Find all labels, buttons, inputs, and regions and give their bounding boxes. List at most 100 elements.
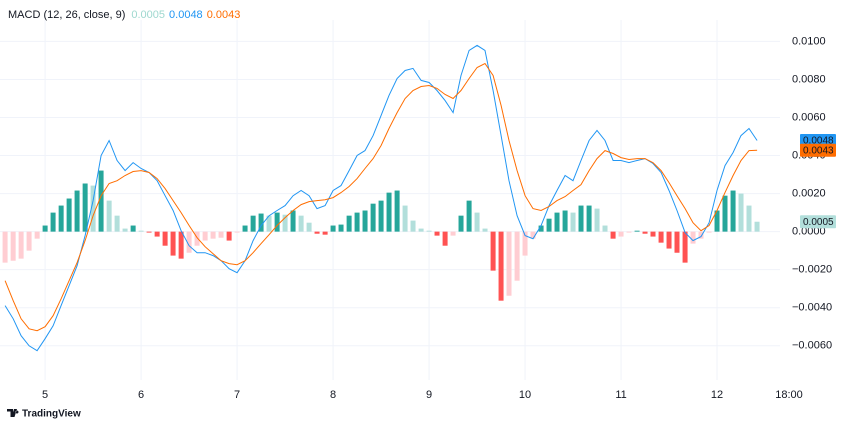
y-tick-label: 0.0020	[792, 187, 826, 199]
histogram-bar	[426, 230, 432, 232]
histogram-bar	[706, 231, 712, 233]
x-tick-label: 11	[615, 389, 626, 401]
histogram-bar	[538, 225, 544, 232]
histogram-bar	[698, 231, 704, 239]
histogram-bar	[482, 228, 488, 232]
histogram-bar	[546, 218, 552, 232]
x-tick-label: 7	[234, 389, 240, 401]
histogram-bar	[754, 221, 760, 232]
histogram-bar	[690, 231, 696, 244]
logo: TradingView	[7, 409, 81, 420]
histogram-bar	[570, 212, 576, 232]
histogram-bar	[586, 205, 592, 232]
histogram-bar	[434, 231, 440, 236]
histogram-bar	[298, 215, 304, 232]
histogram-bar	[178, 231, 184, 259]
histogram-bar	[34, 231, 40, 239]
histogram-bar	[730, 190, 736, 232]
histogram-value: 0.0005	[131, 9, 165, 21]
histogram-bar	[2, 231, 8, 263]
histogram-bar	[490, 231, 496, 271]
y-tick-label: −0.0060	[792, 340, 832, 352]
histogram-bar	[154, 231, 160, 237]
histogram-bar	[306, 222, 312, 232]
x-tick-label: 12	[711, 389, 723, 401]
histogram-bar	[418, 228, 424, 232]
histogram-bar	[186, 231, 192, 253]
indicator-line	[4, 62, 758, 332]
histogram-bar	[98, 170, 104, 232]
histogram-bar	[266, 215, 272, 232]
histogram-bar	[322, 231, 328, 235]
histogram-bar	[218, 231, 224, 238]
x-tick-label: 18:00	[775, 389, 803, 401]
y-tick-label: 0.0080	[792, 73, 826, 85]
histogram-bar	[554, 212, 560, 232]
histogram-bar	[274, 212, 280, 232]
x-tick-label: 6	[138, 389, 144, 401]
histogram-bar	[90, 185, 96, 232]
signal-value: 0.0043	[207, 9, 241, 21]
histogram-bar	[82, 183, 88, 232]
histogram-bar	[250, 215, 256, 232]
histogram-bar	[42, 225, 48, 232]
histogram-bar	[626, 231, 632, 233]
histogram-bar	[738, 193, 744, 232]
histogram-bar	[314, 231, 320, 234]
indicator-line	[4, 44, 758, 352]
brand: TradingView	[22, 409, 81, 420]
x-tick-label: 10	[519, 389, 531, 401]
histogram-bar	[714, 210, 720, 232]
histogram-bar	[442, 231, 448, 246]
histogram-bar	[50, 212, 56, 232]
histogram-bar	[226, 231, 232, 241]
histogram-bar	[514, 231, 520, 281]
histogram-bar	[530, 231, 536, 239]
histogram-bar	[210, 231, 216, 239]
histogram-bar	[658, 231, 664, 243]
histogram-bar	[338, 224, 344, 232]
histogram-bar	[26, 231, 32, 251]
y-tick-label: 0.0100	[792, 35, 826, 47]
histogram-bar	[618, 231, 624, 237]
histogram-bar	[202, 231, 208, 241]
x-tick-label: 5	[42, 389, 48, 401]
histogram-bar	[362, 210, 368, 232]
histogram-bar	[634, 230, 640, 232]
histogram-bar	[122, 228, 128, 232]
histogram-bar	[258, 213, 264, 232]
histogram-bar	[594, 208, 600, 232]
histogram-bar	[346, 215, 352, 232]
histogram-bar	[402, 205, 408, 232]
macd-value: 0.0048	[169, 9, 203, 21]
plot	[2, 44, 760, 352]
histogram-bar	[474, 212, 480, 232]
histogram-bar	[18, 231, 24, 259]
indicator-title: MACD (12, 26, close, 9)	[8, 9, 125, 21]
histogram-bar	[578, 205, 584, 232]
histogram-bar	[58, 205, 64, 232]
histogram-bar	[602, 225, 608, 232]
histogram-bar	[162, 231, 168, 246]
histogram-bar	[354, 212, 360, 232]
legend: MACD (12, 26, close, 9) 0.0005 0.0048 0.004…	[8, 9, 240, 21]
y-tick-label: −0.0020	[792, 264, 832, 276]
price-badge	[800, 215, 836, 229]
histogram-bar	[10, 231, 16, 261]
histogram-bar	[410, 220, 416, 232]
histogram-bar	[458, 215, 464, 232]
histogram-bar	[106, 200, 112, 232]
histogram-bar	[282, 214, 288, 232]
histogram-bar	[66, 198, 72, 232]
histogram-bar	[330, 225, 336, 232]
histogram-bar	[130, 225, 136, 232]
x-tick-label: 9	[426, 389, 432, 401]
price-badge-label: 0.0005	[803, 217, 834, 228]
histogram-bar	[506, 231, 512, 296]
histogram-bar	[498, 231, 504, 301]
logo-icon	[7, 409, 19, 417]
histogram-bar	[722, 195, 728, 232]
y-tick-label: 0.0000	[792, 226, 826, 238]
histogram-bar	[370, 203, 376, 232]
price-badge	[800, 143, 836, 157]
